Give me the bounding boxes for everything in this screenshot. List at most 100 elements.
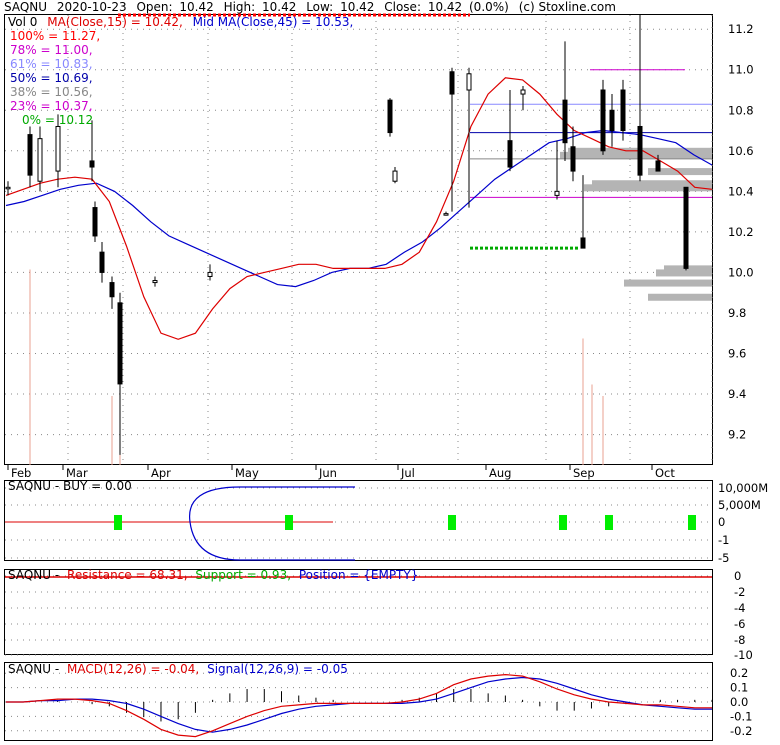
candle-body — [5, 186, 11, 190]
header-line: SAQNU 2020-10-23 Open: 10.42 High: 10.42… — [4, 0, 616, 14]
candle — [562, 41, 568, 161]
fib-level-label: 50% = 10.69, — [10, 71, 93, 85]
buy-y-tick-label: -1 — [718, 533, 729, 547]
candle — [387, 98, 393, 137]
volume-profile-bar — [584, 184, 712, 192]
res-y-tick-label: -10 — [734, 648, 753, 662]
y-tick-label: 11.0 — [728, 63, 754, 77]
x-tick-label: Jul — [400, 466, 415, 480]
candle-body — [449, 71, 455, 95]
candle — [683, 186, 689, 271]
x-tick-label: Oct — [655, 466, 675, 480]
y-tick-label: 9.2 — [728, 428, 746, 442]
candle-body — [562, 99, 568, 144]
buy-y-tick-label: -5 — [718, 551, 729, 565]
fib-labels: 100% = 11.27,78% = 11.00,61% = 10.83,50%… — [10, 29, 100, 127]
candle — [117, 292, 123, 455]
x-axis: Feb Mar Apr May Jun Jul Aug Sep Oct — [7, 465, 675, 480]
buy-panel-label: SAQNU - BUY = 0.00 — [8, 479, 132, 493]
fib-level-label: 78% = 11.00, — [10, 43, 93, 57]
buy-signal-bar — [559, 515, 567, 530]
moving-averages — [5, 77, 713, 340]
y-tick-label: 9.4 — [728, 387, 746, 401]
candle-body — [387, 99, 393, 134]
candle — [89, 120, 95, 182]
candle-body — [207, 271, 213, 277]
candle — [580, 175, 586, 249]
resistance-chart: 0 -2 -4 -6 -8-10 — [5, 569, 753, 662]
y-tick-label: 11.2 — [728, 22, 754, 36]
candle — [55, 114, 61, 188]
candle — [449, 67, 455, 212]
candle-body — [683, 186, 689, 269]
candle — [609, 94, 615, 147]
candle-body — [609, 109, 615, 132]
x-tick-label: Aug — [489, 466, 511, 480]
macd-panel-label: SAQNU - MACD(12,26) = -0.04, Signal(12,2… — [8, 662, 348, 676]
resistance-panel-label: SAQNU - Resistance = 68.31, Support = 0.… — [8, 568, 418, 582]
y-tick-label: 10.0 — [728, 265, 754, 279]
candle — [507, 90, 513, 172]
candle — [466, 67, 472, 208]
legend-line: Vol 0 MA(Close,15) = 10.42, Mid MA(Close… — [8, 15, 353, 29]
macd-y-tick-label: 0.1 — [730, 681, 748, 695]
main-price-panel — [4, 14, 713, 465]
macd-y-tick-label: 0.0 — [730, 695, 748, 709]
fib-level-label: 38% = 10.56, — [10, 85, 93, 99]
candle — [5, 181, 11, 196]
candle-body — [520, 89, 526, 95]
candle-body — [554, 190, 560, 196]
volume-spikes — [29, 269, 604, 465]
res-y-tick-label: -6 — [734, 617, 745, 631]
candle-body — [466, 73, 472, 91]
y-tick-label: 10.6 — [728, 144, 754, 158]
macd-chart: 0.20.10.0-0.1-0.2 — [5, 666, 752, 738]
volume-profile-bar — [648, 168, 712, 176]
candle-body — [152, 280, 158, 284]
volume-profile-bar — [624, 279, 712, 287]
candle-body — [443, 213, 449, 216]
buy-signal-bar — [114, 515, 122, 530]
res-y-tick-label: -2 — [734, 585, 745, 599]
macd-y-tick-label: -0.1 — [730, 709, 752, 723]
candle — [570, 126, 576, 182]
candle-body — [89, 160, 95, 168]
macd-y-tick-label: -0.2 — [730, 724, 752, 738]
candle — [655, 154, 661, 172]
candle — [37, 126, 43, 192]
x-tick-label: Feb — [11, 466, 31, 480]
ma15-series-line — [5, 77, 713, 340]
y-axis: 9.2 9.4 9.6 9.8 10.0 10.2 10.4 10.6 10.8 11.0 11.2 — [728, 22, 754, 441]
volume-profile-bar — [560, 151, 712, 159]
res-y-tick-label: -4 — [734, 601, 745, 615]
candle-body — [117, 302, 123, 385]
candle — [92, 201, 98, 243]
candle — [554, 140, 560, 200]
buy-y-tick-label: 0 — [718, 515, 725, 529]
buy-y-tick-label: 5,000M — [718, 498, 761, 512]
macd-series-line — [6, 673, 712, 738]
fib-level-label: 100% = 11.27, — [10, 29, 100, 43]
buy-y-tick-label: 10,000M — [718, 481, 768, 495]
candle — [520, 85, 526, 111]
candle — [620, 79, 626, 141]
res-y-tick-label: 0 — [734, 569, 741, 583]
candle-body — [92, 207, 98, 237]
volume-profile-bar — [648, 293, 712, 301]
y-tick-label: 9.6 — [728, 347, 746, 361]
resistance-panel — [4, 569, 713, 655]
y-tick-label: 10.8 — [728, 103, 754, 117]
candle — [109, 276, 115, 309]
buy-signal-bar — [285, 515, 293, 530]
x-tick-label: Mar — [66, 466, 88, 480]
candle — [600, 79, 606, 155]
volume-profile-bar — [664, 265, 712, 273]
candle-body — [655, 160, 661, 172]
buy-signal-bar — [688, 515, 696, 530]
candle-body — [570, 146, 576, 172]
candle-body — [55, 125, 61, 172]
candle — [99, 242, 105, 283]
candle-body — [109, 282, 115, 298]
x-tick-label: Sep — [573, 466, 595, 480]
